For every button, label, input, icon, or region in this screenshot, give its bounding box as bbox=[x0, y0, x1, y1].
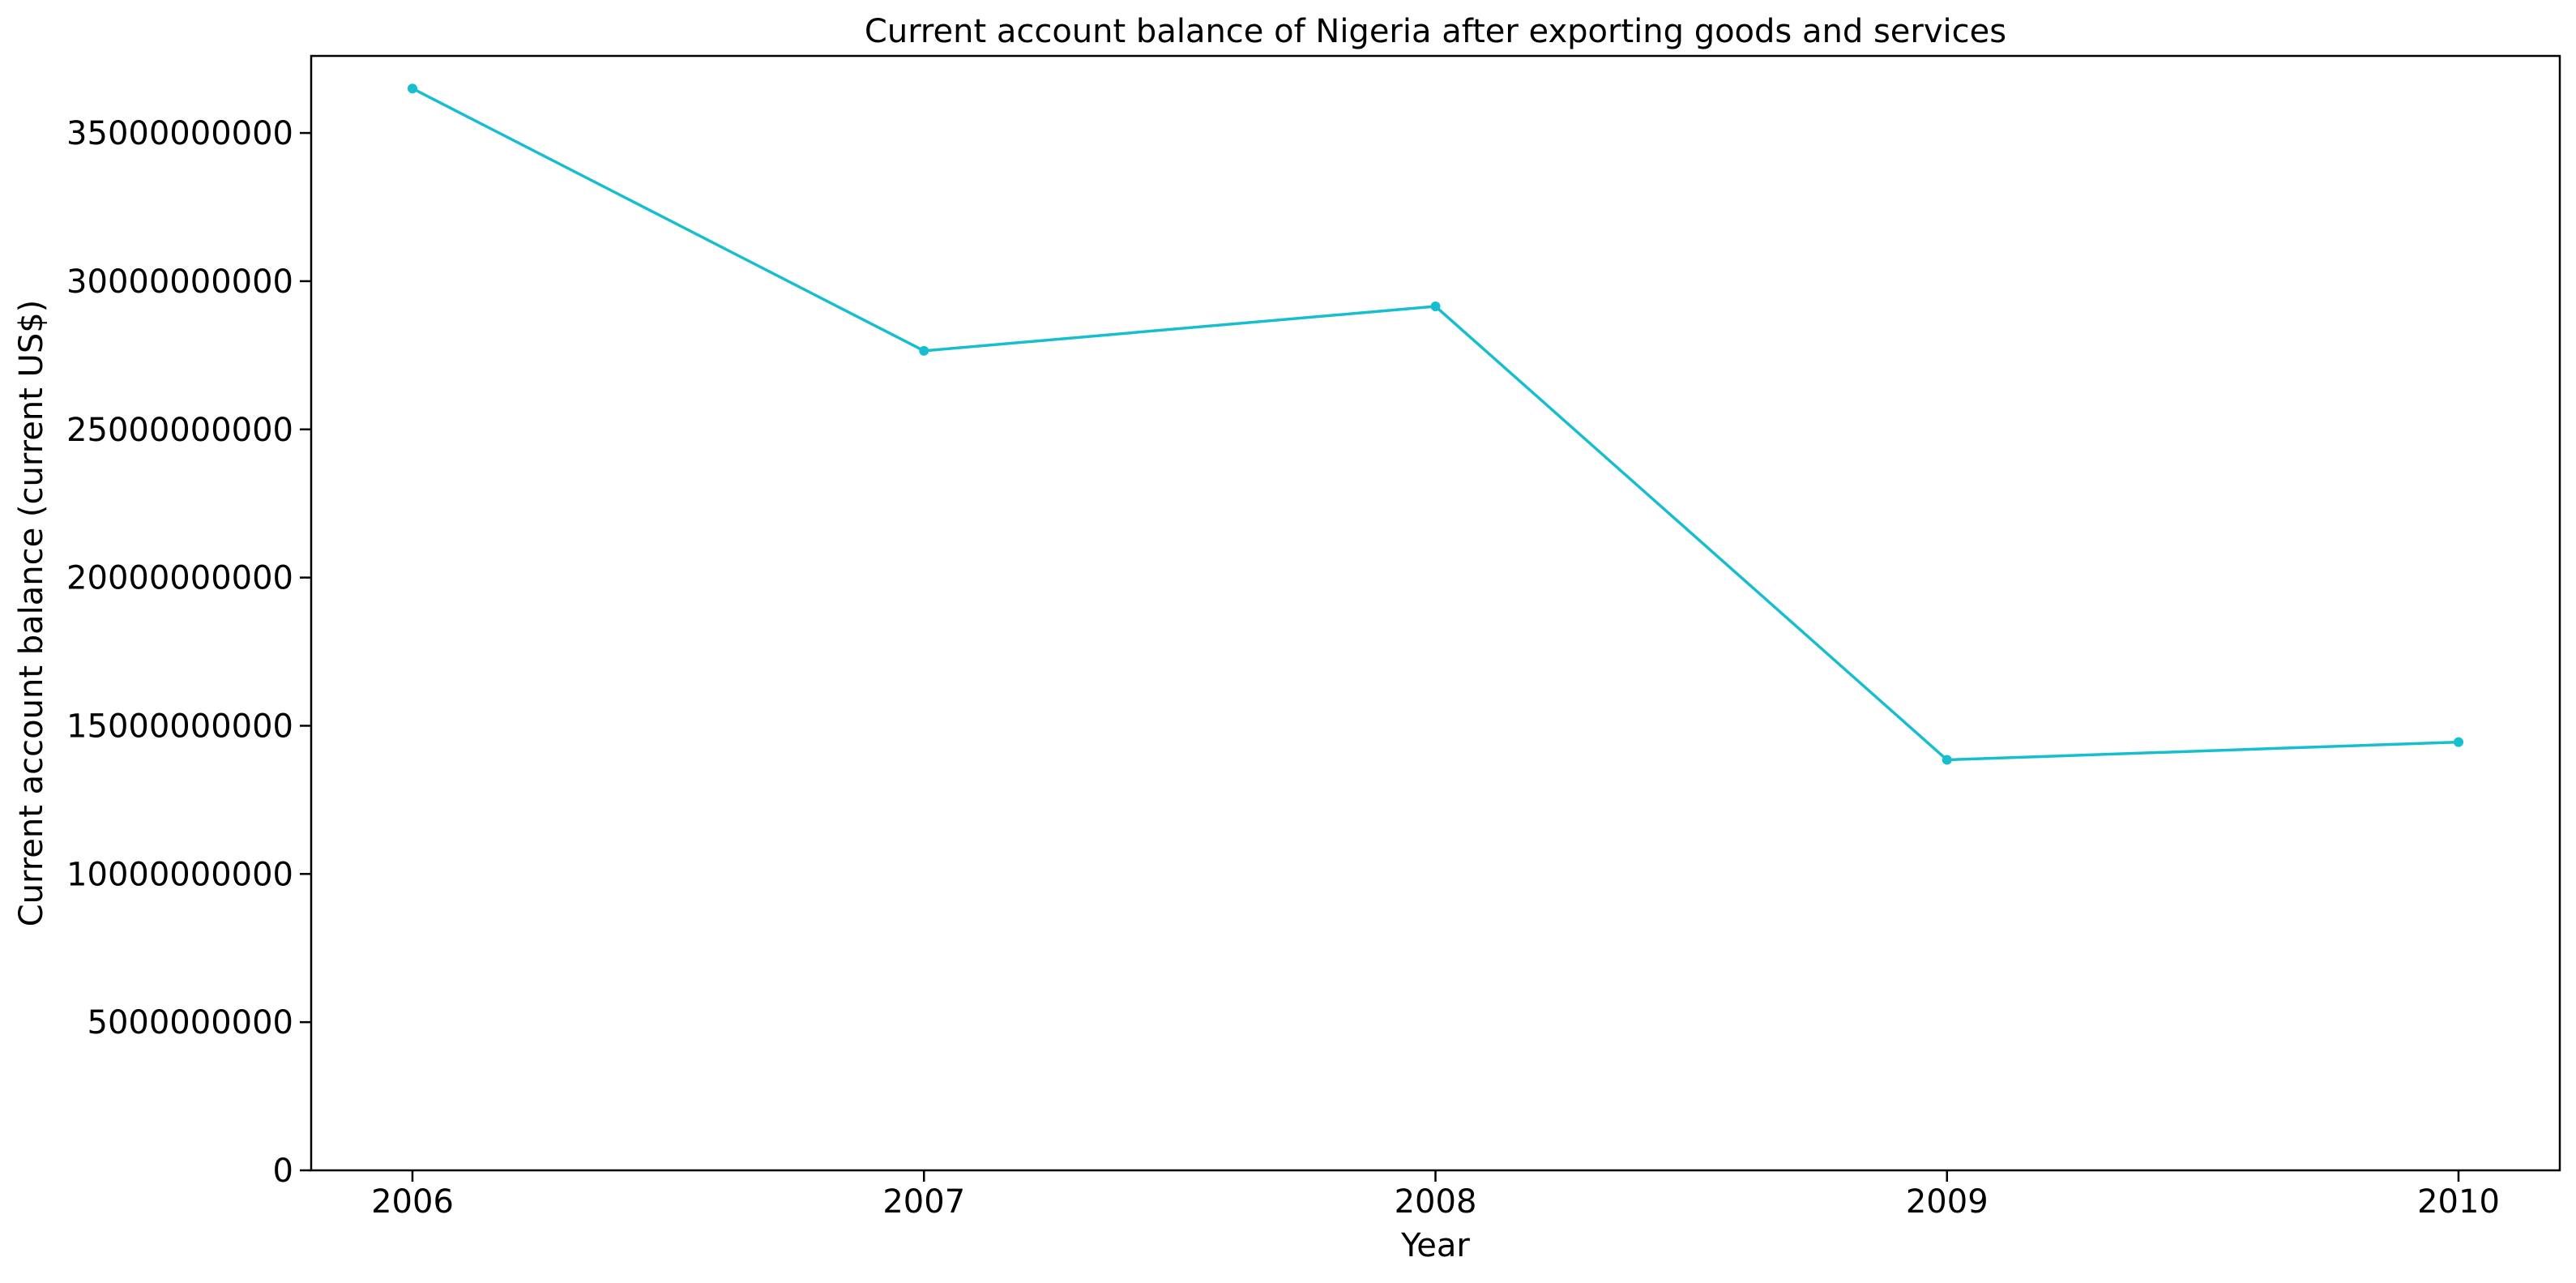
y-tick-label: 35000000000 bbox=[66, 115, 293, 152]
x-axis: 2006 2007 2008 2009 2010 bbox=[371, 1170, 2500, 1221]
x-tick-label: 2007 bbox=[882, 1183, 965, 1221]
y-tick-label: 5000000000 bbox=[88, 1004, 294, 1041]
data-point bbox=[2454, 737, 2463, 747]
x-tick-label: 2006 bbox=[371, 1183, 454, 1221]
data-point bbox=[919, 345, 929, 356]
y-tick-label: 10000000000 bbox=[66, 856, 293, 893]
chart-title: Current account balance of Nigeria after… bbox=[865, 13, 2006, 50]
series-layer bbox=[408, 83, 2463, 765]
x-tick-label: 2008 bbox=[1395, 1183, 1477, 1221]
data-point bbox=[408, 83, 417, 94]
y-tick-label: 0 bbox=[273, 1153, 293, 1190]
y-tick-label: 30000000000 bbox=[66, 263, 293, 301]
y-tick-label: 25000000000 bbox=[66, 412, 293, 449]
plot-frame bbox=[310, 54, 2561, 1172]
x-axis-label: Year bbox=[1400, 1227, 1470, 1264]
y-tick-label: 15000000000 bbox=[66, 708, 293, 745]
series-line bbox=[412, 87, 2459, 762]
data-point bbox=[1942, 755, 1952, 765]
data-point bbox=[1430, 302, 1441, 312]
y-axis-label: Current account balance (current US$) bbox=[13, 300, 50, 927]
y-tick-label: 20000000000 bbox=[66, 560, 293, 597]
x-tick-label: 2010 bbox=[2417, 1183, 2500, 1221]
y-axis: 0 5000000000 10000000000 15000000000 2000000… bbox=[66, 115, 311, 1190]
x-tick-label: 2009 bbox=[1906, 1183, 1989, 1221]
